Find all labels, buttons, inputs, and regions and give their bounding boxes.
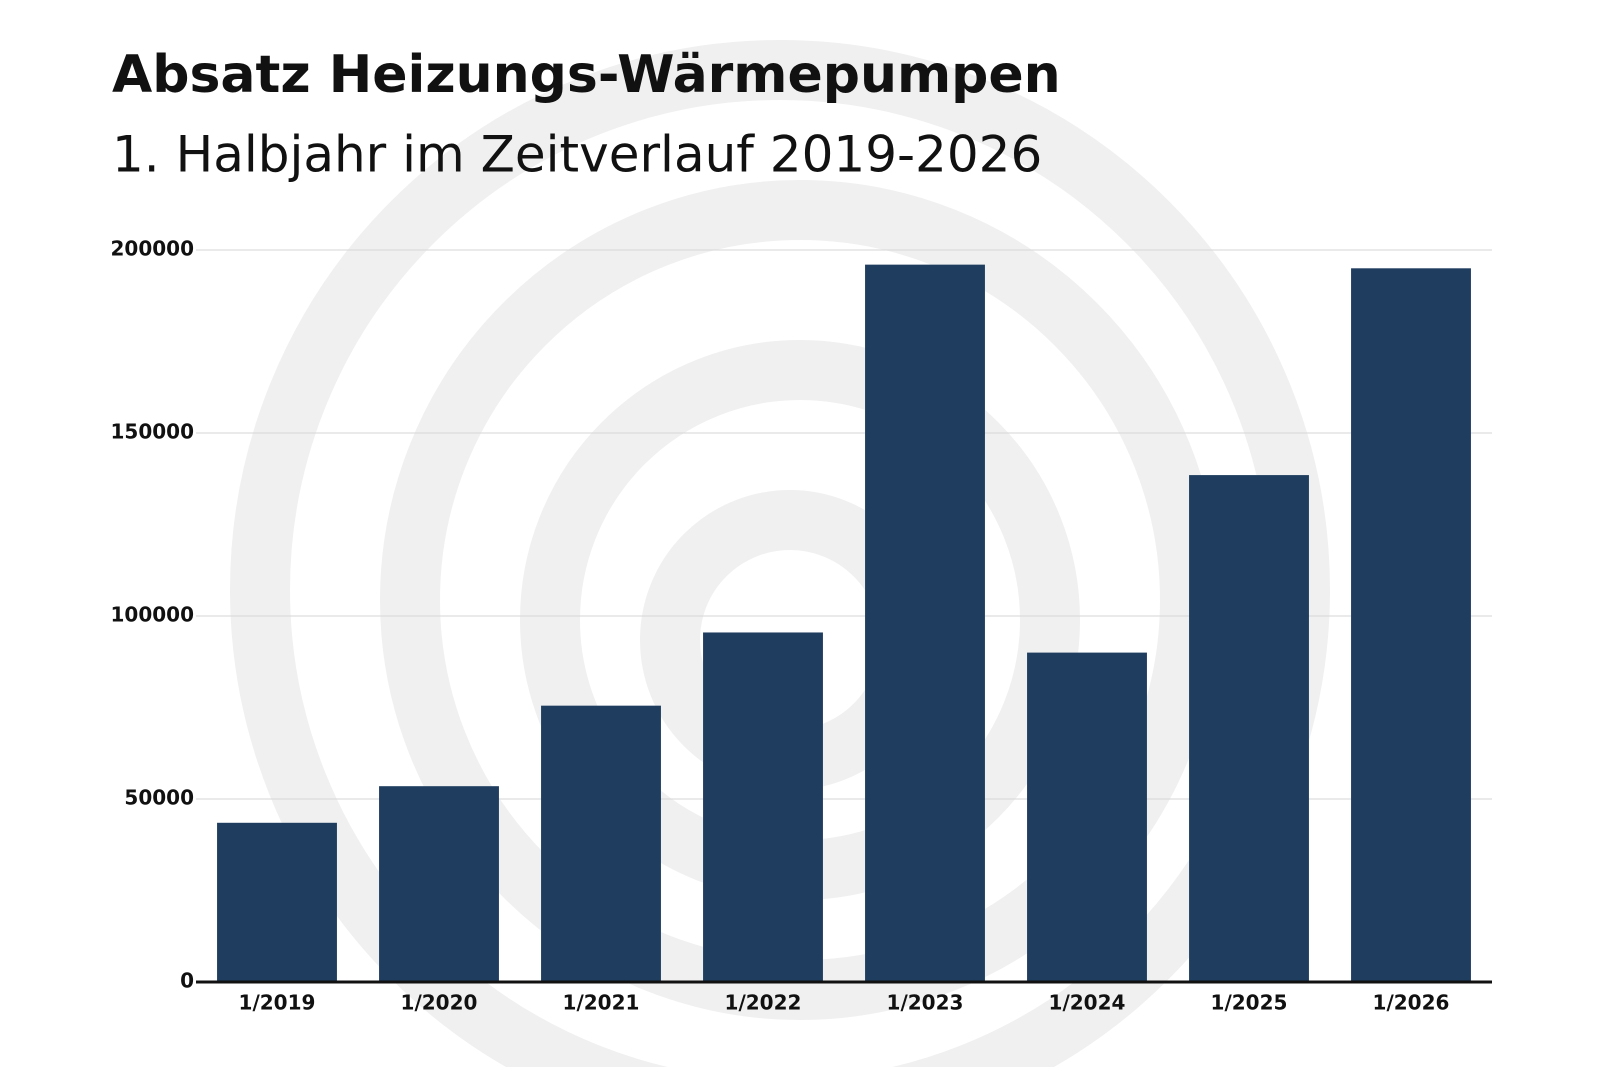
- y-tick-label: 50000: [124, 786, 194, 810]
- bar: [1351, 268, 1471, 982]
- chart-title: Absatz Heizungs-Wärmepumpen: [112, 45, 1061, 105]
- x-tick-label: 1/2025: [1211, 991, 1288, 1015]
- bar: [1189, 475, 1309, 982]
- bar: [541, 705, 661, 982]
- x-tick-label: 1/2022: [725, 991, 802, 1015]
- y-tick-label: 0: [180, 969, 194, 993]
- y-tick-label: 200000: [111, 237, 195, 261]
- bar: [1027, 652, 1147, 982]
- x-tick-label: 1/2026: [1373, 991, 1450, 1015]
- bar: [379, 786, 499, 982]
- bar: [217, 822, 337, 982]
- y-tick-label: 100000: [111, 603, 195, 627]
- x-tick-label: 1/2019: [239, 991, 316, 1015]
- x-tick-label: 1/2021: [563, 991, 640, 1015]
- chart-subtitle: 1. Halbjahr im Zeitverlauf 2019-2026: [112, 126, 1042, 184]
- x-tick-label: 1/2024: [1049, 991, 1126, 1015]
- bar: [703, 632, 823, 982]
- bar: [865, 264, 985, 982]
- y-tick-label: 150000: [111, 420, 195, 444]
- x-tick-label: 1/2023: [887, 991, 964, 1015]
- x-tick-label: 1/2020: [401, 991, 478, 1015]
